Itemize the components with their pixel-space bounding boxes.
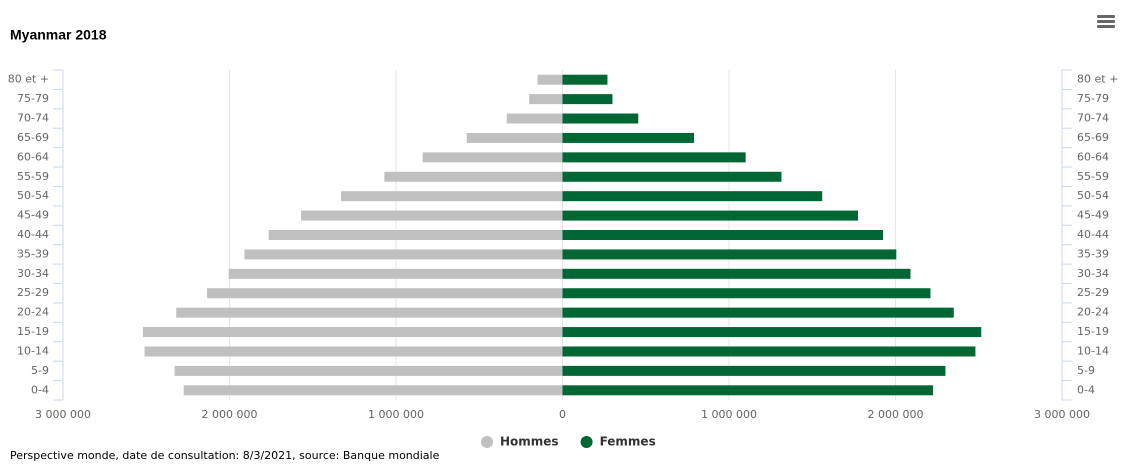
y-tick-label: 0-4 bbox=[31, 383, 49, 396]
bar bbox=[562, 113, 639, 124]
bar bbox=[228, 268, 563, 279]
bar bbox=[562, 132, 695, 143]
chart-title: Myanmar 2018 bbox=[10, 27, 107, 43]
y-tick-label: 40-44 bbox=[17, 228, 49, 241]
bar bbox=[562, 74, 608, 85]
bar bbox=[562, 249, 897, 260]
bar bbox=[562, 152, 746, 163]
x-tick-label: 1 000 000 bbox=[368, 408, 424, 421]
y-tick-label: 65-69 bbox=[1077, 131, 1109, 144]
x-tick-label: 0 bbox=[559, 408, 566, 421]
y-tick-label: 20-24 bbox=[17, 306, 49, 319]
bar bbox=[183, 385, 563, 396]
y-tick-label: 75-79 bbox=[17, 92, 49, 105]
bar bbox=[537, 74, 563, 85]
bar bbox=[562, 171, 782, 182]
bar bbox=[466, 132, 563, 143]
x-tick-label: 1 000 000 bbox=[701, 408, 757, 421]
bar bbox=[176, 307, 563, 318]
bar bbox=[562, 210, 859, 221]
x-tick-label: 3 000 000 bbox=[1034, 408, 1090, 421]
bar bbox=[562, 268, 911, 279]
y-tick-label: 70-74 bbox=[17, 112, 49, 125]
y-tick-label: 65-69 bbox=[17, 131, 49, 144]
y-tick-label: 75-79 bbox=[1077, 92, 1109, 105]
y-tick-label: 25-29 bbox=[1077, 286, 1109, 299]
footer-source: Perspective monde, date de consultation:… bbox=[10, 449, 440, 462]
bar bbox=[562, 230, 884, 240]
bar bbox=[207, 288, 563, 299]
y-tick-label: 5-9 bbox=[31, 364, 49, 377]
legend-marker[interactable] bbox=[481, 436, 493, 448]
y-tick-label: 80 et + bbox=[8, 73, 49, 86]
y-tick-label: 10-14 bbox=[17, 344, 49, 357]
y-tick-label: 60-64 bbox=[1077, 150, 1109, 163]
y-tick-label: 45-49 bbox=[1077, 209, 1109, 222]
y-tick-label: 0-4 bbox=[1077, 383, 1095, 396]
y-tick-label: 30-34 bbox=[1077, 267, 1109, 280]
y-tick-label: 60-64 bbox=[17, 150, 49, 163]
y-tick-label: 20-24 bbox=[1077, 306, 1109, 319]
y-tick-label: 15-19 bbox=[1077, 325, 1109, 338]
legend-marker[interactable] bbox=[580, 436, 593, 448]
y-tick-label: 80 et + bbox=[1077, 73, 1118, 86]
bar bbox=[506, 113, 563, 124]
bar bbox=[174, 365, 563, 376]
y-tick-label: 55-59 bbox=[1077, 170, 1109, 183]
y-tick-label: 35-39 bbox=[17, 247, 49, 260]
y-tick-label: 25-29 bbox=[17, 286, 49, 299]
bar bbox=[422, 152, 563, 163]
bar bbox=[562, 94, 613, 105]
bar bbox=[562, 385, 933, 396]
bar bbox=[562, 191, 823, 202]
legend-label[interactable]: Hommes bbox=[500, 435, 559, 449]
y-tick-label: 35-39 bbox=[1077, 247, 1109, 260]
y-tick-label: 70-74 bbox=[1077, 112, 1109, 125]
bar bbox=[384, 171, 563, 182]
bar bbox=[301, 210, 563, 221]
bar bbox=[142, 327, 563, 338]
y-tick-label: 45-49 bbox=[17, 209, 49, 222]
legend-label[interactable]: Femmes bbox=[600, 435, 656, 449]
x-tick-label: 2 000 000 bbox=[202, 408, 258, 421]
y-tick-label: 55-59 bbox=[17, 170, 49, 183]
y-tick-label: 15-19 bbox=[17, 325, 49, 338]
x-tick-label: 2 000 000 bbox=[868, 408, 924, 421]
bar bbox=[144, 346, 563, 357]
y-tick-label: 10-14 bbox=[1077, 344, 1109, 357]
bar bbox=[341, 191, 563, 202]
y-tick-label: 40-44 bbox=[1077, 228, 1109, 241]
bar bbox=[268, 230, 563, 240]
x-tick-label: 3 000 000 bbox=[35, 408, 91, 421]
bar bbox=[244, 249, 563, 260]
bar bbox=[562, 288, 931, 299]
y-tick-label: 5-9 bbox=[1077, 364, 1095, 377]
y-tick-label: 30-34 bbox=[17, 267, 49, 280]
bar bbox=[562, 307, 954, 318]
bar bbox=[529, 94, 563, 105]
y-tick-label: 50-54 bbox=[17, 189, 49, 202]
bar bbox=[562, 365, 946, 376]
menu-button[interactable] bbox=[1097, 15, 1115, 28]
y-tick-label: 50-54 bbox=[1077, 189, 1109, 202]
bar bbox=[562, 327, 982, 338]
bar bbox=[562, 346, 976, 357]
